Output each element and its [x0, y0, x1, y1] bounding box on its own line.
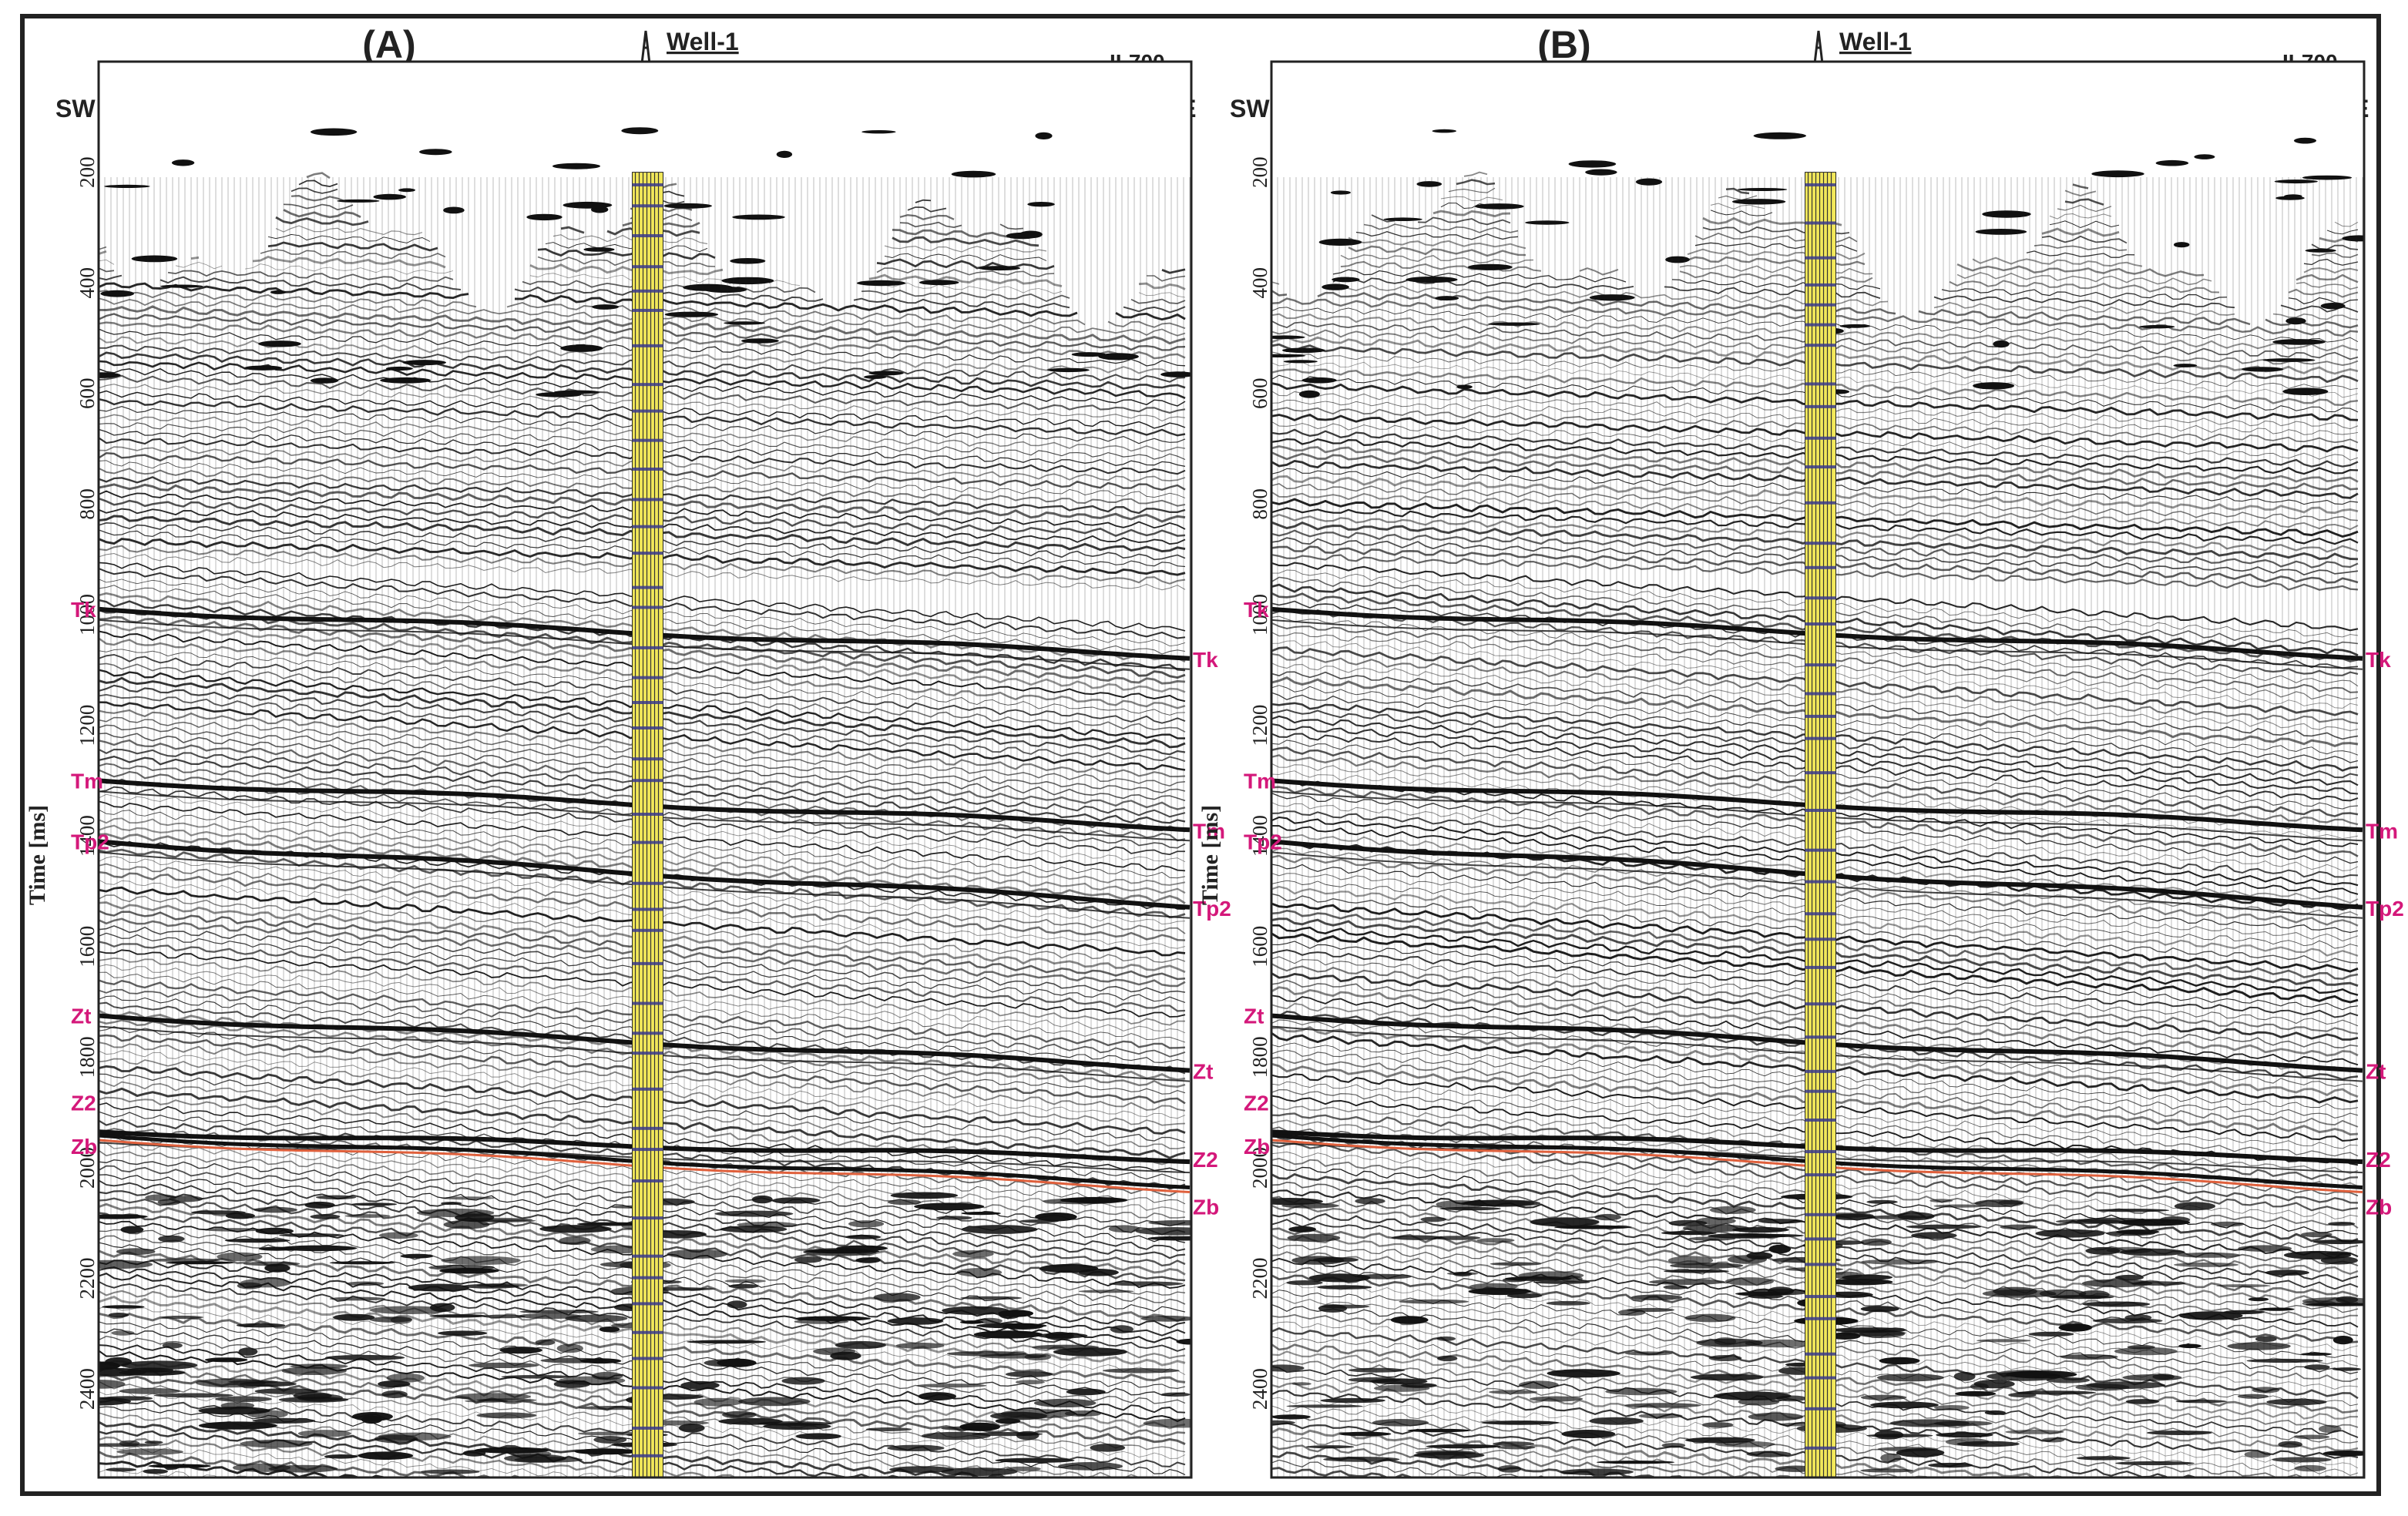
- time-tick-label: 1600: [76, 926, 99, 968]
- horizon-label-right: Z2: [1193, 1148, 1218, 1172]
- time-tick-label: 1400: [76, 815, 99, 857]
- horizon-label-right: Tk: [2366, 648, 2391, 672]
- time-tick-label: 2200: [76, 1258, 99, 1300]
- time-tick-label: 200: [76, 156, 99, 188]
- time-tick-label: 1800: [1248, 1036, 1271, 1078]
- horizon-label-left: Tp2: [1244, 830, 1282, 854]
- horizon-label-left: Tm: [71, 769, 103, 793]
- seismic-section-a: [99, 62, 1191, 1477]
- horizon-label-left: Zb: [1244, 1135, 1270, 1159]
- horizon-label-right: Tp2: [1193, 897, 1231, 921]
- panel-a-label: (A): [362, 23, 415, 66]
- horizon-labels-b: Tk Tm Tp2 Zt Z2 Zb Tk Tm Tp2 Zt Z2 Zb: [1244, 598, 2404, 1219]
- panel-a: (A) Well-1 IL700 SW NE 27028029030031032…: [25, 23, 1231, 1479]
- time-tick-label: 1600: [1248, 926, 1271, 968]
- time-tick-label: 2000: [1248, 1147, 1271, 1189]
- time-tick-label: 2400: [1248, 1368, 1271, 1410]
- well-name-b: Well-1: [1839, 28, 1912, 55]
- direction-left-a: SW: [55, 95, 96, 122]
- time-axis-title-a: Time [ms]: [25, 805, 50, 905]
- horizon-label-right: Zt: [2366, 1060, 2386, 1084]
- time-ticks-a: 200 400 600 800 1000 1200 1400 1600 1800 2000 2200…: [76, 156, 99, 1410]
- horizon-label-left: Tm: [1244, 769, 1276, 793]
- panel-b: (B) Well-1 IL700 SW NE 27028029030031032…: [1197, 23, 2404, 1479]
- horizon-label-right: Z2: [2366, 1148, 2391, 1172]
- panel-b-label: (B): [1537, 23, 1590, 66]
- horizon-label-right: Tp2: [2366, 897, 2404, 921]
- time-tick-label: 400: [76, 267, 99, 299]
- horizon-label-right: Tm: [2366, 819, 2398, 843]
- horizon-label-left: Zt: [1244, 1004, 1264, 1028]
- horizon-label-left: Tp2: [71, 830, 109, 854]
- time-tick-label: 800: [1248, 488, 1271, 520]
- horizon-label-right: Zt: [1193, 1060, 1213, 1084]
- time-tick-label: 600: [76, 378, 99, 410]
- panel-a-border: [97, 60, 1193, 1479]
- horizon-label-left: Tk: [71, 598, 96, 622]
- horizon-label-right: Tk: [1193, 648, 1218, 672]
- horizon-label-right: Zb: [2366, 1196, 2392, 1219]
- time-tick-label: 600: [1248, 378, 1271, 410]
- time-tick-label: 2200: [1248, 1258, 1271, 1300]
- time-tick-label: 400: [1248, 267, 1271, 299]
- well-log-strip: [1805, 172, 1837, 1477]
- time-axis-title-b: Time [ms]: [1197, 805, 1223, 905]
- horizon-label-left: Zt: [71, 1004, 91, 1028]
- horizon-labels-a: Tk Tm Tp2 Zt Z2 Zb Tk Tm Tp2 Zt Z2 Zb: [71, 598, 1231, 1219]
- time-tick-label: 1000: [1248, 594, 1271, 636]
- time-tick-label: 200: [1248, 156, 1271, 188]
- time-tick-label: 2400: [76, 1368, 99, 1410]
- well-name-a: Well-1: [667, 28, 739, 55]
- well-log-strip: [632, 172, 664, 1477]
- seismic-section-b: [1271, 62, 2364, 1477]
- time-tick-label: 1800: [76, 1036, 99, 1078]
- time-ticks-b: 200 400 600 800 1000 1200 1400 1600 1800 2000 2200…: [1248, 156, 1271, 1410]
- time-tick-label: 800: [76, 488, 99, 520]
- horizon-label-left: Z2: [1244, 1091, 1269, 1115]
- horizon-label-left: Tk: [1244, 598, 1269, 622]
- time-tick-label: 1400: [1248, 815, 1271, 857]
- time-tick-label: 2000: [76, 1147, 99, 1189]
- time-tick-label: 1200: [76, 705, 99, 746]
- time-tick-label: 1000: [76, 594, 99, 636]
- shallow-events: [99, 127, 1191, 397]
- horizon-label-right: Tm: [1193, 819, 1225, 843]
- horizon-label-left: Zb: [71, 1135, 97, 1159]
- deep-events: [1271, 1193, 2364, 1476]
- horizon-label-left: Z2: [71, 1091, 96, 1115]
- direction-left-b: SW: [1230, 95, 1270, 122]
- horizon-label-right: Zb: [1193, 1196, 1219, 1219]
- time-tick-label: 1200: [1248, 705, 1271, 746]
- panel-b-border: [1270, 60, 2366, 1479]
